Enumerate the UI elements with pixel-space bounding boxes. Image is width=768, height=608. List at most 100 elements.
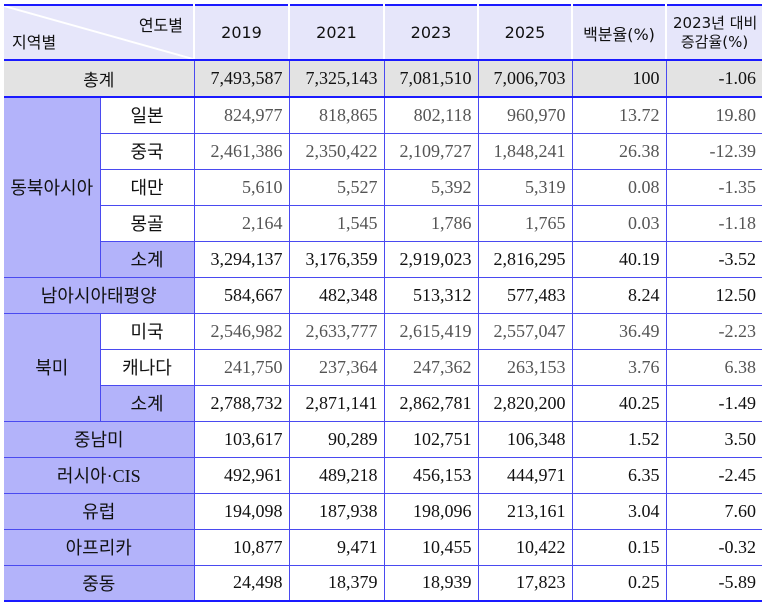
cell: 1,786 <box>383 204 479 242</box>
col-header-2021: 2021 <box>288 5 385 61</box>
cell: 5,610 <box>193 168 290 206</box>
cell: 2,862,781 <box>383 384 479 422</box>
change-header-line1: 2023년 대비 <box>673 13 758 32</box>
corner-header: 연도별 지역별 <box>4 5 195 61</box>
table-row: 중동 24,498 18,379 18,939 17,823 0.25 -5.8… <box>4 564 762 602</box>
table-row: 중남미 103,617 90,289 102,751 106,348 1.52 … <box>4 420 762 458</box>
region-axis-label: 지역별 <box>12 33 57 52</box>
cell: 2,109,727 <box>383 132 479 170</box>
cell: 6.35 <box>571 456 667 494</box>
cell: 40.25 <box>571 384 667 422</box>
cell: 577,483 <box>477 276 573 314</box>
cell: 24,498 <box>193 564 290 602</box>
cell: 1,765 <box>477 204 573 242</box>
subtotal-row: 소계 2,788,732 2,871,141 2,862,781 2,820,2… <box>4 384 762 422</box>
cell: 2,350,422 <box>288 132 385 170</box>
cell: 19.80 <box>665 96 762 134</box>
country-label: 미국 <box>99 312 195 350</box>
cell: 36.49 <box>571 312 667 350</box>
table-row: 북미 미국 2,546,982 2,633,777 2,615,419 2,55… <box>4 312 762 422</box>
cell: 102,751 <box>383 420 479 458</box>
region-label: 아프리카 <box>4 528 195 566</box>
cell: -1.18 <box>665 204 762 242</box>
cell: -3.52 <box>665 240 762 278</box>
cell: 2,788,732 <box>193 384 290 422</box>
table-row: 아프리카 10,877 9,471 10,455 10,422 0.15 -0.… <box>4 528 762 566</box>
col-header-2025: 2025 <box>477 5 573 61</box>
table-row: 대만 5,610 5,527 5,392 5,319 0.08 -1.35 <box>4 168 762 206</box>
cell: 40.19 <box>571 240 667 278</box>
cell: 6.38 <box>665 348 762 386</box>
col-header-change-rate: 2023년 대비 증감율(%) <box>665 5 762 61</box>
cell: 5,319 <box>477 168 573 206</box>
cell: -1.35 <box>665 168 762 206</box>
cell: 237,364 <box>288 348 385 386</box>
cell: 17,823 <box>477 564 573 602</box>
cell: 2,461,386 <box>193 132 290 170</box>
country-label: 중국 <box>100 132 195 170</box>
cell: 0.25 <box>571 564 667 602</box>
cell: 5,527 <box>288 168 385 206</box>
cell: 584,667 <box>193 276 290 314</box>
cell: 13.72 <box>571 96 667 134</box>
cell: 2,546,982 <box>193 312 290 350</box>
cell: 0.03 <box>571 204 667 242</box>
total-row: 총계 7,493,587 7,325,143 7,081,510 7,006,7… <box>4 59 762 98</box>
cell: 247,362 <box>383 348 479 386</box>
change-header-line2: 증감율(%) <box>680 32 749 51</box>
col-header-2019: 2019 <box>193 5 290 61</box>
cell: 2,816,295 <box>477 240 573 278</box>
cell: -1.49 <box>665 384 762 422</box>
cell: 90,289 <box>288 420 385 458</box>
cell: 8.24 <box>571 276 667 314</box>
country-label: 몽골 <box>100 204 195 242</box>
total-label: 총계 <box>4 59 195 98</box>
cell: -0.32 <box>665 528 762 566</box>
cell: -5.89 <box>665 564 762 602</box>
cell: 2,820,200 <box>477 384 573 422</box>
table-row: 몽골 2,164 1,545 1,786 1,765 0.03 -1.18 <box>4 204 762 242</box>
subtotal-row: 소계 3,294,137 3,176,359 2,919,023 2,816,2… <box>4 240 762 278</box>
cell: 960,970 <box>477 96 573 134</box>
cell: 1,848,241 <box>477 132 573 170</box>
cell: -12.39 <box>665 132 762 170</box>
cell: 263,153 <box>477 348 573 386</box>
cell: 7.60 <box>665 492 762 530</box>
cell: 0.08 <box>571 168 667 206</box>
col-header-2023: 2023 <box>383 5 479 61</box>
region-label: 유럽 <box>4 492 195 530</box>
cell: -1.06 <box>665 59 762 98</box>
cell: 489,218 <box>288 456 385 494</box>
cell: 7,325,143 <box>288 59 385 98</box>
region-label: 중남미 <box>4 420 195 458</box>
cell: 482,348 <box>288 276 385 314</box>
cell: 802,118 <box>383 96 479 134</box>
header-row: 연도별 지역별 2019 2021 2023 2025 백분율(%) 2023년… <box>4 5 762 61</box>
cell: 7,006,703 <box>477 59 573 98</box>
country-label: 대만 <box>100 168 195 206</box>
cell: 213,161 <box>477 492 573 530</box>
cell: 241,750 <box>193 348 290 386</box>
cell: 1,545 <box>288 204 385 242</box>
cell: 824,977 <box>193 96 290 134</box>
cell: -2.45 <box>665 456 762 494</box>
cell: 2,164 <box>193 204 290 242</box>
cell: 3.50 <box>665 420 762 458</box>
cell: 194,098 <box>193 492 290 530</box>
cell: 2,615,419 <box>383 312 479 350</box>
cell: 18,939 <box>383 564 479 602</box>
cell: 7,493,587 <box>193 59 290 98</box>
cell: -2.23 <box>665 312 762 350</box>
cell: 2,871,141 <box>288 384 385 422</box>
cell: 3.04 <box>571 492 667 530</box>
cell: 12.50 <box>665 276 762 314</box>
cell: 106,348 <box>477 420 573 458</box>
cell: 10,455 <box>383 528 479 566</box>
table-row: 유럽 194,098 187,938 198,096 213,161 3.04 … <box>4 492 762 530</box>
cell: 3.76 <box>571 348 667 386</box>
cell: 3,294,137 <box>193 240 290 278</box>
cell: 1.52 <box>571 420 667 458</box>
cell: 492,961 <box>193 456 290 494</box>
cell: 10,877 <box>193 528 290 566</box>
cell: 7,081,510 <box>383 59 479 98</box>
